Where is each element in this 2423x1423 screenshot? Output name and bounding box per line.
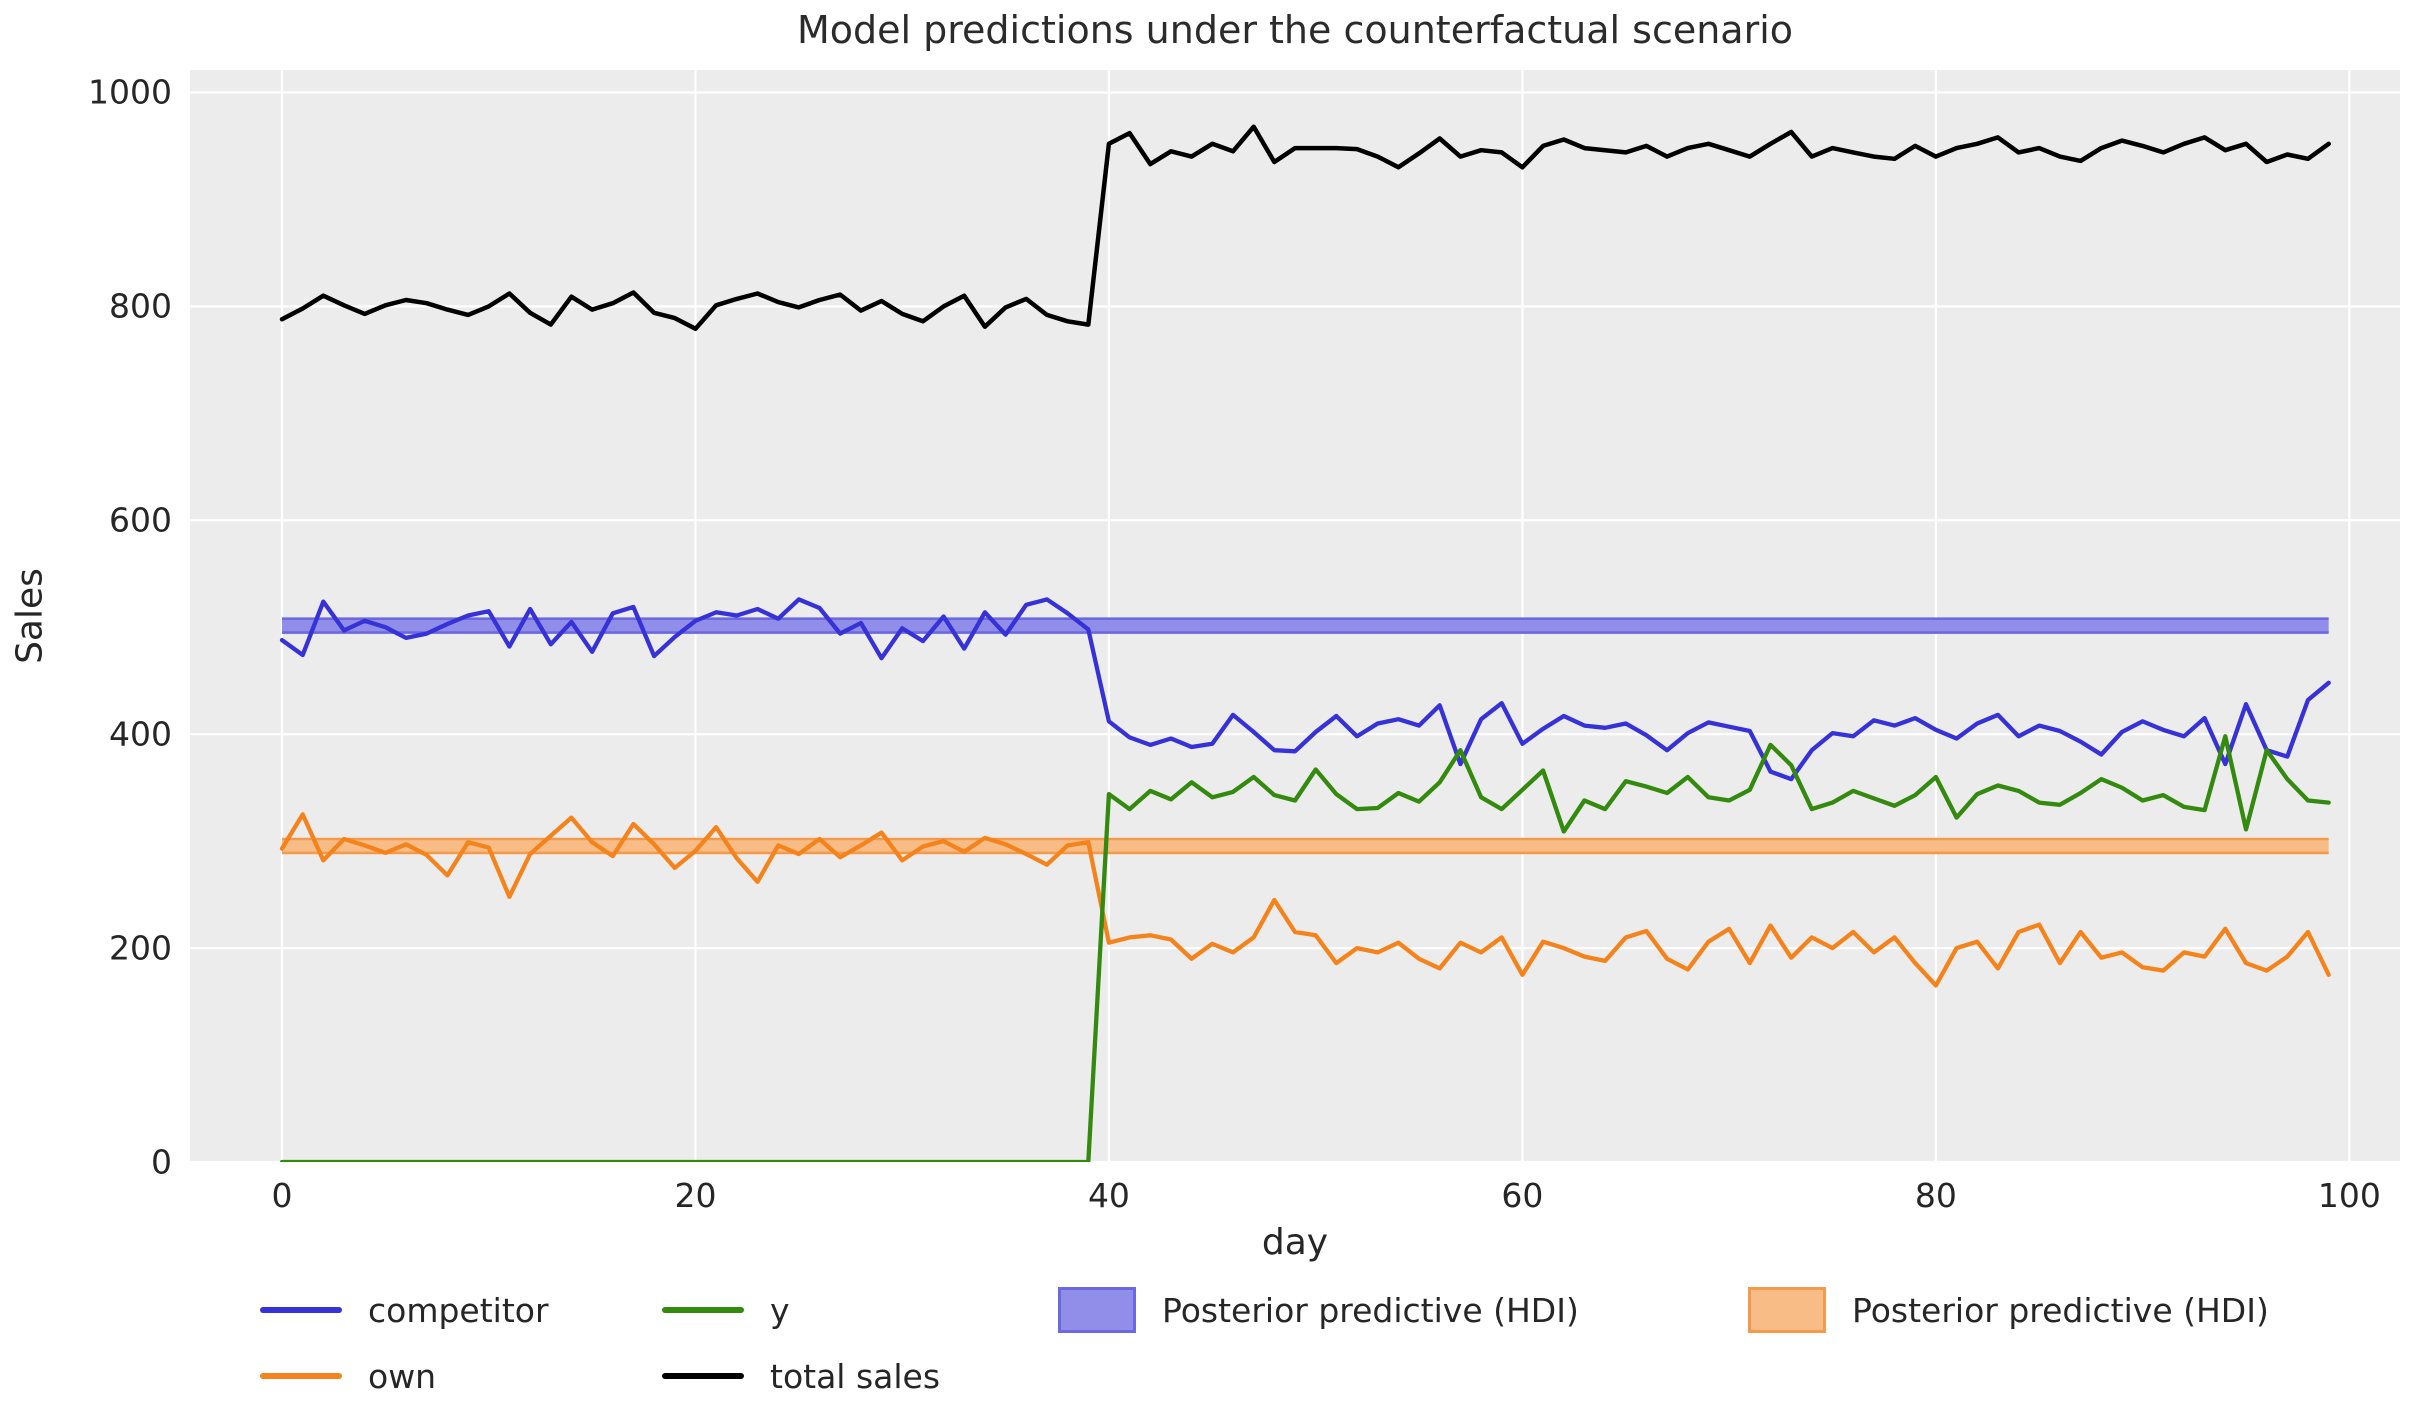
x-tick-label: 60 xyxy=(1501,1176,1544,1215)
plot-canvas xyxy=(190,70,2400,1162)
chart-title: Model predictions under the counterfactu… xyxy=(796,8,1794,52)
legend-item-total-sales: total sales xyxy=(662,1350,940,1402)
y-line xyxy=(279,734,2331,1162)
competitor-line-swatch xyxy=(260,1307,342,1313)
competitor-line xyxy=(279,597,2331,782)
legend-label: own xyxy=(368,1356,437,1396)
legend-label: competitor xyxy=(368,1290,549,1330)
y-tick-label: 600 xyxy=(109,500,172,540)
total-sales-line-swatch xyxy=(662,1373,744,1379)
y-tick-label: 200 xyxy=(109,928,172,968)
x-tick-label: 0 xyxy=(271,1176,293,1215)
legend-item-y: y xyxy=(662,1284,790,1336)
y-line-swatch xyxy=(662,1307,744,1313)
legend-item-competitor: competitor xyxy=(260,1284,549,1336)
y-tick-label: 800 xyxy=(109,286,172,326)
total-sales-line xyxy=(279,124,2331,332)
hdi-orange-patch-swatch xyxy=(1748,1287,1826,1333)
x-tick-label: 80 xyxy=(1914,1176,1957,1215)
legend-label: y xyxy=(770,1290,790,1330)
legend-label: Posterior predictive (HDI) xyxy=(1852,1290,2269,1330)
y-tick-label: 0 xyxy=(151,1142,172,1182)
hdi-blue-patch-swatch xyxy=(1058,1287,1136,1333)
posterior-predictive-hdi-own-band xyxy=(281,838,2329,853)
y-tick-label: 1000 xyxy=(88,72,172,112)
y-axis-label: Sales xyxy=(9,568,51,664)
x-tick-label: 20 xyxy=(674,1176,717,1215)
legend-item-posterior-predictive-hdi-orange: Posterior predictive (HDI) xyxy=(1748,1284,2269,1336)
x-tick-label: 40 xyxy=(1087,1176,1130,1215)
posterior-predictive-hdi-competitor-band xyxy=(281,618,2329,633)
own-line-swatch xyxy=(260,1373,342,1379)
legend-label: Posterior predictive (HDI) xyxy=(1162,1290,1579,1330)
x-tick-label: 100 xyxy=(2317,1176,2381,1215)
own-line xyxy=(279,812,2331,988)
x-axis-label: day xyxy=(1261,1222,1329,1263)
legend-label: total sales xyxy=(770,1356,941,1396)
legend-item-own: own xyxy=(260,1350,436,1402)
legend-item-posterior-predictive-hdi-blue: Posterior predictive (HDI) xyxy=(1058,1284,1579,1336)
plot-area xyxy=(190,70,2400,1162)
y-tick-label: 400 xyxy=(109,714,172,754)
